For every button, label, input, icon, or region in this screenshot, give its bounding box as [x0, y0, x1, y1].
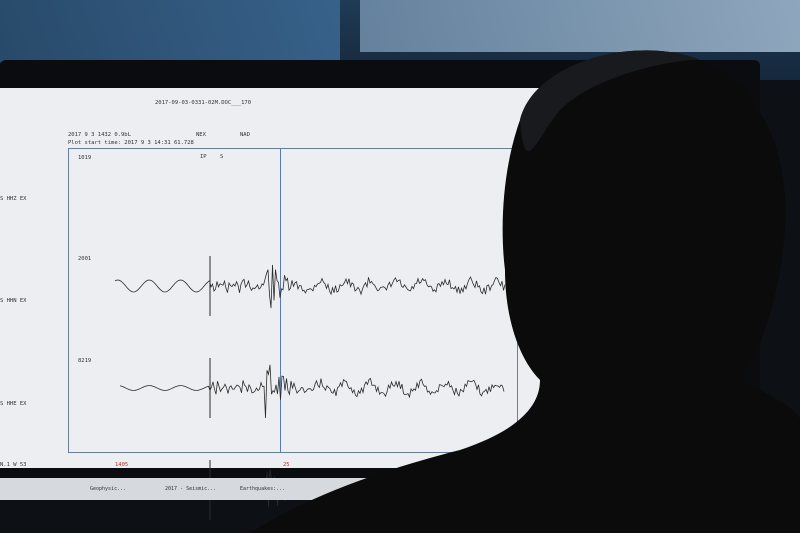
bottom-left-label: N.1 W 53 — [0, 462, 27, 468]
seismograph-screen: 2017-09-03-0331-02M.DOC___170 2017 9 3 1… — [0, 88, 560, 520]
taskbar: Geophysic... 2017 - Seismic... Earthquak… — [0, 478, 430, 500]
col-b: NAD — [240, 132, 250, 138]
col-a: NEX — [196, 132, 206, 138]
person-head-shoulders — [250, 50, 800, 533]
background-left-screen — [0, 0, 340, 62]
taskbar-item-3[interactable]: Earthquakes:... — [240, 486, 286, 492]
seismic-trace-2 — [119, 364, 505, 419]
station-3: 8219 — [78, 358, 92, 364]
phase-s: S — [220, 154, 224, 160]
station-1: 1019 — [78, 155, 92, 161]
station-2: 2001 — [78, 256, 92, 262]
phase-p: IP — [200, 154, 207, 160]
background-right-screen — [360, 0, 800, 52]
bottom-mid-label: 1405 — [115, 462, 129, 468]
seismic-trace-1 — [114, 264, 506, 309]
cursor-line — [280, 148, 281, 453]
plot-start-time: Plot start time: 2017 9 3 14:31 61.728 — [68, 140, 194, 146]
person-hair-highlight — [520, 50, 700, 152]
trace-label-1: S HHZ EX — [0, 196, 27, 202]
trace-label-2: S HHN EX — [0, 298, 27, 304]
trace-label-3: S HHE EX — [0, 401, 27, 407]
event-id: 2017-09-03-0331-02M.DOC___170 — [155, 100, 252, 106]
taskbar-item-2[interactable]: 2017 - Seismic... — [165, 486, 217, 492]
bottom-right-label: 25 — [283, 462, 290, 468]
taskbar-item-1[interactable]: Geophysic... — [90, 486, 127, 492]
date-line: 2017 9 3 1432 0.9bL — [68, 132, 131, 138]
